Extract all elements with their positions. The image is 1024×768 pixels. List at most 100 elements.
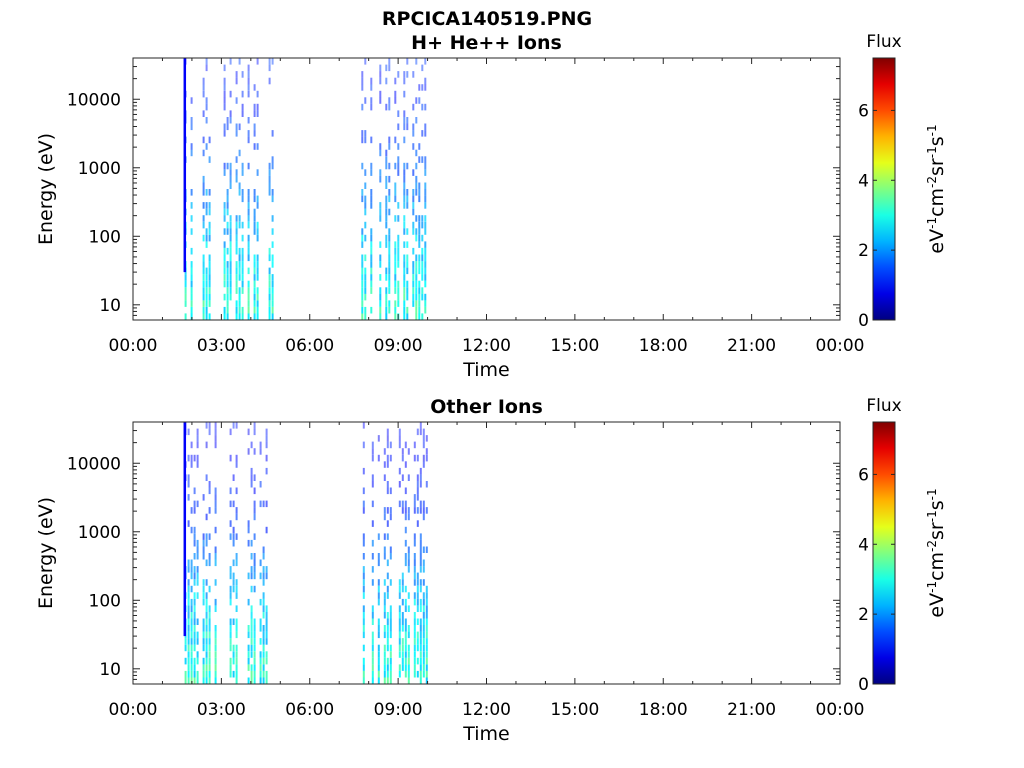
heatmap-cell: [398, 638, 401, 645]
heatmap-cell: [232, 579, 235, 586]
heatmap-cell: [362, 572, 365, 580]
heatmap-cell: [205, 117, 208, 124]
heatmap-cell: [407, 507, 410, 514]
heatmap-cell: [253, 300, 256, 307]
heatmap-cell: [394, 267, 397, 275]
heatmap-cell: [401, 448, 404, 455]
heatmap-cell: [403, 169, 406, 176]
heatmap-cell: [190, 670, 193, 678]
heatmap-cell: [187, 598, 190, 606]
heatmap-cell: [226, 247, 229, 255]
heatmap-cell: [196, 572, 199, 580]
heatmap-cell: [388, 64, 391, 72]
heatmap-cell: [205, 605, 208, 612]
heatmap-cell: [238, 182, 241, 189]
heatmap-cell: [406, 280, 409, 288]
heatmap-cell: [190, 625, 193, 632]
heatmap-cell: [205, 670, 208, 678]
heatmap-cell: [256, 293, 259, 301]
heatmap-cell: [229, 287, 232, 294]
heatmap-cell: [388, 228, 391, 235]
heatmap-cell: [398, 428, 401, 436]
heatmap-cell: [425, 585, 428, 593]
heatmap-cell: [418, 234, 421, 242]
heatmap-cell: [223, 241, 226, 248]
heatmap-cell: [256, 90, 259, 98]
heatmap-cell: [362, 441, 365, 449]
heatmap-cell: [362, 612, 365, 619]
heatmap-cell: [370, 189, 373, 196]
heatmap-cell: [362, 553, 365, 560]
heatmap-cell: [208, 293, 211, 301]
heatmap-cell: [226, 195, 229, 203]
heatmap-cell: [253, 313, 256, 320]
colorbar-tick-label: 6: [858, 101, 869, 121]
heatmap-cell: [397, 71, 400, 78]
heatmap-cell: [383, 677, 386, 684]
heatmap-cell: [370, 103, 373, 111]
unit-base: eV: [926, 229, 948, 254]
heatmap-cell: [364, 202, 367, 209]
heatmap-cell: [398, 585, 401, 593]
heatmap-cell: [397, 261, 400, 268]
heatmap-cell: [235, 169, 238, 176]
heatmap-cell: [419, 539, 422, 547]
heatmap-cell: [362, 467, 365, 475]
x-axis-label: Time: [462, 723, 510, 745]
heatmap-cell: [202, 90, 205, 98]
heatmap-cell: [202, 585, 205, 593]
heatmap-cell: [413, 572, 416, 580]
heatmap-cell: [187, 454, 190, 462]
heatmap-cell: [190, 612, 193, 619]
heatmap-cell: [419, 644, 422, 652]
heatmap-cell: [202, 221, 205, 229]
heatmap-cell: [190, 454, 193, 462]
heatmap-cell: [419, 598, 422, 606]
heatmap-cell: [238, 300, 241, 307]
heatmap-cell: [416, 618, 419, 625]
heatmap-cell: [416, 592, 419, 599]
heatmap-cell: [205, 533, 208, 540]
y-tick-label: 100: [89, 227, 121, 247]
heatmap-cell: [253, 618, 256, 625]
y-tick-label: 1000: [78, 523, 121, 543]
heatmap-cell: [184, 644, 187, 652]
heatmap-cell: [421, 254, 424, 262]
heatmap-cell: [418, 254, 421, 262]
heatmap-cell: [214, 435, 217, 442]
heatmap-cell: [247, 64, 250, 72]
heatmap-cell: [394, 90, 397, 98]
heatmap-cell: [190, 247, 193, 255]
heatmap-cell: [413, 631, 416, 639]
heatmap-cell: [419, 428, 422, 436]
heatmap-cell: [247, 90, 250, 98]
unit-base: eV: [926, 593, 948, 618]
heatmap-cell: [190, 631, 193, 639]
heatmap-cell: [256, 300, 259, 307]
heatmap-cell: [371, 612, 374, 619]
heatmap-cell: [370, 97, 373, 104]
heatmap-cell: [413, 612, 416, 619]
heatmap-cell: [398, 618, 401, 625]
heatmap-cell: [235, 274, 238, 281]
heatmap-cell: [370, 241, 373, 248]
heatmap-cell: [412, 189, 415, 196]
heatmap-cell: [190, 526, 193, 534]
heatmap-cell: [364, 97, 367, 104]
heatmap-cell: [229, 625, 232, 632]
heatmap-cell: [425, 677, 428, 684]
unit-exponent: -1: [925, 124, 939, 136]
heatmap-cell: [229, 162, 232, 170]
heatmap-cell: [193, 664, 196, 671]
heatmap-cell: [389, 513, 392, 521]
heatmap-cell: [208, 677, 211, 684]
heatmap-cell: [361, 189, 364, 196]
heatmap-cell: [394, 254, 397, 262]
heatmap-cell: [416, 579, 419, 586]
heatmap-cell: [413, 454, 416, 462]
heatmap-cell: [385, 274, 388, 281]
heatmap-cell: [256, 313, 259, 320]
heatmap-cell: [226, 189, 229, 196]
unit-exponent: -1: [925, 488, 939, 500]
heatmap-cell: [229, 428, 232, 436]
